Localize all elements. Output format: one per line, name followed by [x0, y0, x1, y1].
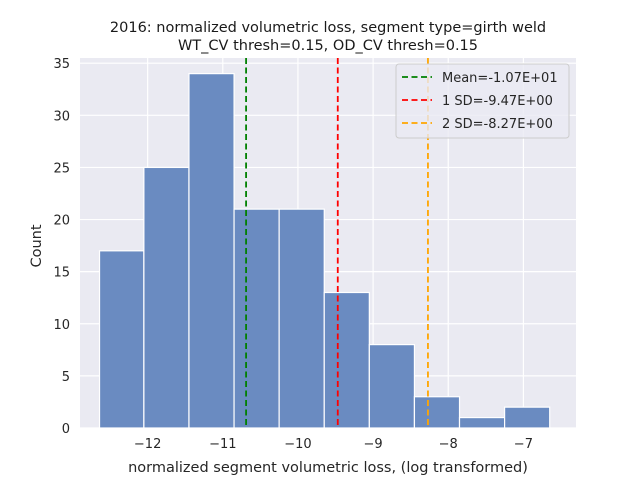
chart-title-line1: 2016: normalized volumetric loss, segmen…: [110, 20, 546, 36]
y-tick-label: 0: [62, 422, 70, 437]
histogram-bar: [458, 416, 506, 429]
chart-title-line2: WT_CV thresh=0.15, OD_CV thresh=0.15: [178, 38, 478, 54]
histogram-bar: [98, 250, 145, 429]
histogram-bar: [504, 406, 551, 429]
y-tick-label: 35: [53, 57, 70, 72]
y-tick-label: 30: [53, 109, 70, 124]
histogram-bar: [368, 344, 416, 429]
bars: [98, 73, 551, 429]
y-tick-label: 20: [53, 214, 70, 229]
x-tick-label: −11: [209, 437, 236, 452]
y-tick-label: 25: [53, 161, 70, 176]
x-axis-label: normalized segment volumetric loss, (log…: [128, 460, 528, 476]
legend-label: 1 SD=-9.47E+00: [442, 94, 553, 109]
histogram-bar: [188, 73, 235, 429]
x-tick-label: −8: [439, 437, 458, 452]
histogram-bar: [413, 396, 461, 429]
x-tick-labels: −12 −11 −10 −9 −8 −7: [134, 437, 533, 452]
x-tick-label: −7: [514, 437, 533, 452]
y-tick-labels: 0 5 10 15 20 25 30 35: [53, 57, 70, 437]
x-tick-label: −12: [134, 437, 161, 452]
histogram-bar: [233, 208, 280, 429]
y-tick-label: 15: [53, 266, 70, 281]
histogram-bar: [278, 208, 325, 429]
legend-label: 2 SD=-8.27E+00: [442, 117, 553, 132]
y-tick-label: 5: [62, 370, 70, 385]
legend-label: Mean=-1.07E+01: [442, 71, 558, 86]
x-tick-label: −9: [364, 437, 383, 452]
legend-box: [395, 63, 570, 139]
y-tick-label: 10: [53, 318, 70, 333]
legend: Mean=-1.07E+01 1 SD=-9.47E+00 2 SD=-8.27E+…: [395, 63, 570, 139]
histogram-bar: [143, 166, 190, 429]
y-axis-label: Count: [29, 224, 45, 267]
histogram-bar: [323, 291, 370, 429]
x-tick-label: −10: [284, 437, 311, 452]
